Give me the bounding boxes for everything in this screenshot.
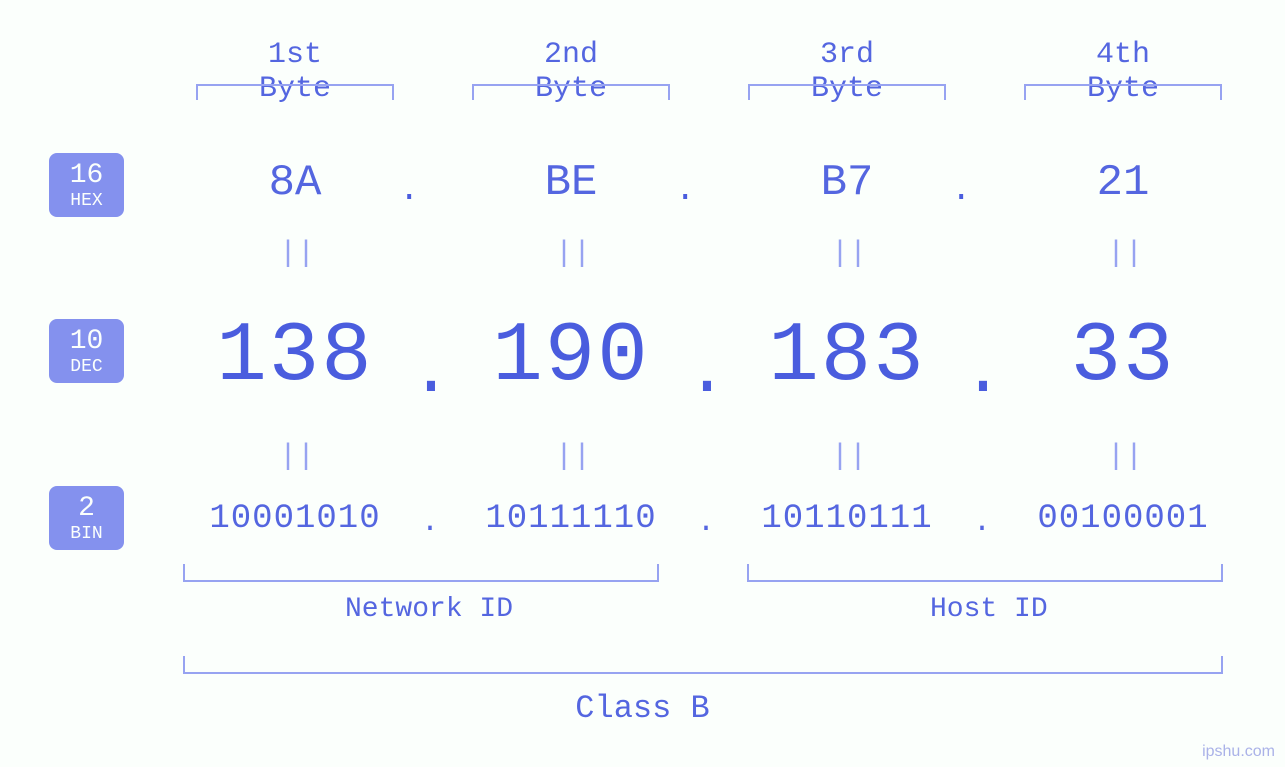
hex-b2: BE <box>461 158 681 208</box>
dec-b1: 138 <box>185 310 405 405</box>
top-bracket-2 <box>472 84 670 100</box>
bin-b1: 10001010 <box>175 500 415 538</box>
badge-hex-lbl: HEX <box>49 192 124 211</box>
bracket-network <box>183 564 659 582</box>
dot-dec-3: . <box>962 334 1004 413</box>
dot-dec-1: . <box>410 334 452 413</box>
top-bracket-1 <box>196 84 394 100</box>
hex-b3: B7 <box>737 158 957 208</box>
eq-2-3: || <box>831 440 867 474</box>
bracket-host <box>747 564 1223 582</box>
dot-bin-2: . <box>697 506 715 540</box>
hex-b1: 8A <box>185 158 405 208</box>
credit-text: ipshu.com <box>1202 743 1275 761</box>
top-bracket-4 <box>1024 84 1222 100</box>
eq-1-1: || <box>279 237 315 271</box>
dot-bin-1: . <box>421 506 439 540</box>
bin-b3: 10110111 <box>727 500 967 538</box>
badge-hex: 16 HEX <box>49 153 124 217</box>
badge-dec-lbl: DEC <box>49 358 124 377</box>
eq-1-2: || <box>555 237 591 271</box>
eq-1-4: || <box>1107 237 1143 271</box>
bin-b2: 10111110 <box>451 500 691 538</box>
label-host-id: Host ID <box>930 594 1048 625</box>
eq-2-4: || <box>1107 440 1143 474</box>
dot-hex-1: . <box>399 172 419 210</box>
badge-hex-num: 16 <box>49 161 124 190</box>
badge-dec: 10 DEC <box>49 319 124 383</box>
eq-2-2: || <box>555 440 591 474</box>
badge-bin-num: 2 <box>49 494 124 523</box>
dot-hex-2: . <box>675 172 695 210</box>
top-bracket-3 <box>748 84 946 100</box>
badge-dec-num: 10 <box>49 327 124 356</box>
dec-b2: 190 <box>461 310 681 405</box>
label-class: Class B <box>0 690 1285 727</box>
eq-1-3: || <box>831 237 867 271</box>
hex-b4: 21 <box>1013 158 1233 208</box>
dot-bin-3: . <box>973 506 991 540</box>
eq-2-1: || <box>279 440 315 474</box>
label-network-id: Network ID <box>345 594 513 625</box>
badge-bin: 2 BIN <box>49 486 124 550</box>
dec-b4: 33 <box>1013 310 1233 405</box>
bracket-class <box>183 656 1223 674</box>
dec-b3: 183 <box>737 310 957 405</box>
bin-b4: 00100001 <box>1003 500 1243 538</box>
badge-bin-lbl: BIN <box>49 525 124 544</box>
dot-dec-2: . <box>686 334 728 413</box>
dot-hex-3: . <box>951 172 971 210</box>
